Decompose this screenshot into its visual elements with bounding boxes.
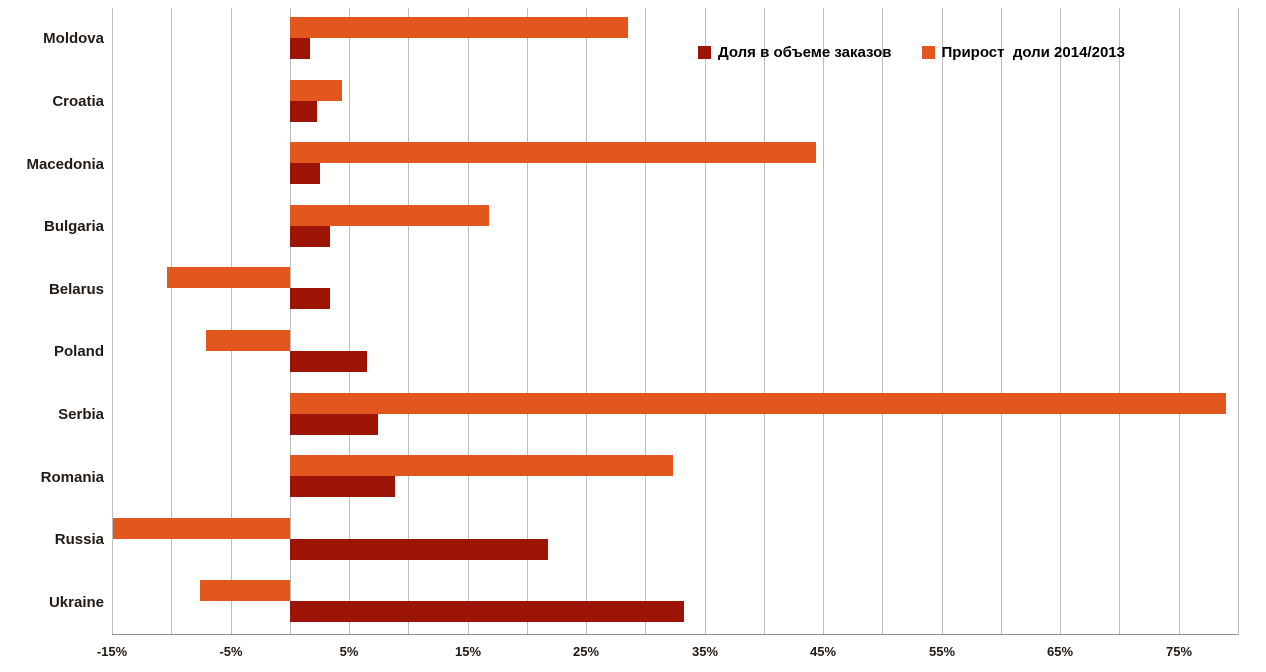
legend-item-share: Доля в объеме заказов xyxy=(698,44,892,61)
category-label: Bulgaria xyxy=(43,218,104,235)
category-label: Russia xyxy=(54,531,104,548)
gridline xyxy=(882,8,883,635)
gridline xyxy=(171,8,172,635)
growth-bar-moldova xyxy=(290,17,628,38)
gridline xyxy=(1001,8,1002,635)
share-bar-moldova xyxy=(290,38,310,59)
x-tick-label: 25% xyxy=(572,644,600,659)
share-bar-belarus xyxy=(290,288,330,309)
gridline xyxy=(408,8,409,635)
gridline xyxy=(645,8,646,635)
category-label: Ukraine xyxy=(48,594,104,611)
gridline xyxy=(468,8,469,635)
x-tick-label: -5% xyxy=(219,644,243,659)
growth-bar-serbia xyxy=(290,393,1226,414)
category-label: Serbia xyxy=(58,406,104,423)
legend-swatch-share-icon xyxy=(698,46,711,59)
share-bar-poland xyxy=(290,351,367,372)
growth-bar-belarus xyxy=(167,267,290,288)
x-axis-line xyxy=(112,634,1238,635)
gridline xyxy=(112,8,113,635)
legend-item-growth: Прирост доли 2014/2013 xyxy=(921,44,1125,61)
gridline xyxy=(1238,8,1239,635)
gridline xyxy=(1119,8,1120,635)
share-bar-serbia xyxy=(290,414,378,435)
x-tick-label: 15% xyxy=(454,644,482,659)
gridline xyxy=(823,8,824,635)
x-tick-label: 35% xyxy=(691,644,719,659)
share-bar-bulgaria xyxy=(290,226,330,247)
gridline xyxy=(349,8,350,635)
growth-bar-romania xyxy=(290,455,673,476)
growth-bar-croatia xyxy=(290,80,342,101)
gridline xyxy=(705,8,706,635)
x-tick-label: 65% xyxy=(1046,644,1074,659)
gridline xyxy=(764,8,765,635)
x-tick-label: 55% xyxy=(928,644,956,659)
category-label: Macedonia xyxy=(26,156,104,173)
share-bar-croatia xyxy=(290,101,317,122)
legend-swatch-growth-icon xyxy=(921,46,935,59)
growth-bar-poland xyxy=(206,330,290,351)
x-tick-label: 5% xyxy=(339,644,359,659)
share-bar-macedonia xyxy=(290,163,320,184)
category-label: Croatia xyxy=(52,93,104,110)
category-label: Belarus xyxy=(48,281,104,298)
share-bar-russia xyxy=(290,539,548,560)
share-bar-romania xyxy=(290,476,395,497)
category-label: Moldova xyxy=(43,30,104,47)
growth-bar-bulgaria xyxy=(290,205,489,226)
gridline xyxy=(586,8,587,635)
growth-bar-russia xyxy=(113,518,290,539)
gridline xyxy=(231,8,232,635)
legend-label-share: Доля в объеме заказов xyxy=(718,44,892,61)
legend-label-growth: Прирост доли 2014/2013 xyxy=(941,44,1125,61)
legend: Доля в объеме заказов Прирост доли 2014/… xyxy=(698,44,1125,61)
x-tick-label: -15% xyxy=(96,644,128,659)
x-tick-label: 75% xyxy=(1165,644,1193,659)
gridline xyxy=(527,8,528,635)
gridline xyxy=(1060,8,1061,635)
gridline xyxy=(942,8,943,635)
x-tick-label: 45% xyxy=(809,644,837,659)
category-label: Romania xyxy=(40,469,104,486)
category-label: Poland xyxy=(53,343,104,360)
growth-bar-macedonia xyxy=(290,142,816,163)
gridline xyxy=(290,8,291,635)
share-bar-ukraine xyxy=(290,601,684,622)
growth-bar-ukraine xyxy=(200,580,290,601)
gridline xyxy=(1179,8,1180,635)
